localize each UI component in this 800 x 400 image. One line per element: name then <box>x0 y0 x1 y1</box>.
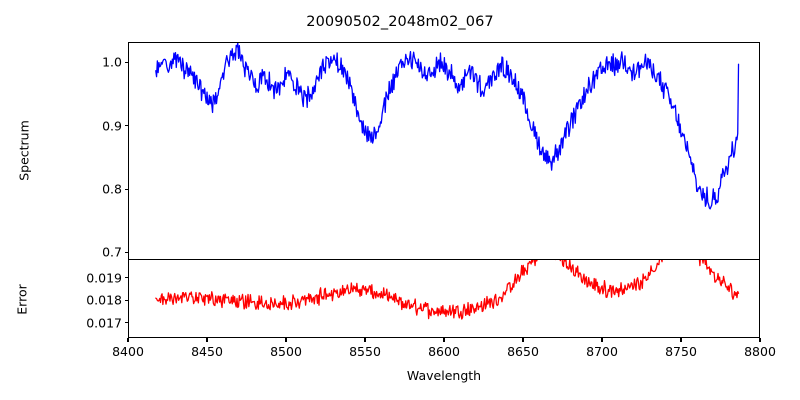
y-tick-mark <box>124 188 128 190</box>
y-tick-label: 0.9 <box>102 118 122 134</box>
y-tick-label: 0.017 <box>86 315 122 331</box>
error-plot-area <box>128 259 760 338</box>
x-tick-mark <box>522 338 524 342</box>
x-tick-mark <box>127 338 129 342</box>
y-tick-label: 0.8 <box>102 181 122 197</box>
x-tick-mark <box>759 338 761 342</box>
y-axis-label-spectrum: Spectrum <box>16 120 32 181</box>
x-tick-label: 8500 <box>270 344 302 359</box>
x-tick-label: 8700 <box>586 344 618 359</box>
x-tick-mark <box>206 338 208 342</box>
y-tick-label: 0.019 <box>86 270 122 286</box>
x-tick-label: 8800 <box>744 344 776 359</box>
x-tick-mark <box>601 338 603 342</box>
page-title: 20090502_2048m02_067 <box>306 14 494 30</box>
y-tick-mark <box>124 322 128 324</box>
y-tick-label: 0.018 <box>86 292 122 308</box>
y-tick-mark <box>124 61 128 63</box>
spectrum-line-series <box>155 43 740 210</box>
y-tick-mark <box>124 299 128 301</box>
x-tick-mark <box>364 338 366 342</box>
x-tick-label: 8450 <box>191 344 223 359</box>
x-tick-label: 8650 <box>507 344 539 359</box>
x-tick-mark <box>443 338 445 342</box>
x-tick-label: 8400 <box>112 344 144 359</box>
error-line-series <box>155 260 740 320</box>
x-tick-label: 8750 <box>665 344 697 359</box>
x-tick-mark <box>680 338 682 342</box>
y-tick-mark <box>124 277 128 279</box>
y-axis-label-error: Error <box>14 284 30 315</box>
x-tick-mark <box>285 338 287 342</box>
spectrum-plot-area <box>128 42 760 260</box>
y-tick-mark <box>124 251 128 254</box>
y-tick-label: 1.0 <box>102 54 122 70</box>
x-tick-label: 8600 <box>428 344 460 359</box>
x-tick-label: 8550 <box>349 344 381 359</box>
x-axis-label: Wavelength <box>406 368 482 383</box>
y-tick-label: 0.7 <box>102 244 122 260</box>
y-tick-mark <box>124 125 128 127</box>
